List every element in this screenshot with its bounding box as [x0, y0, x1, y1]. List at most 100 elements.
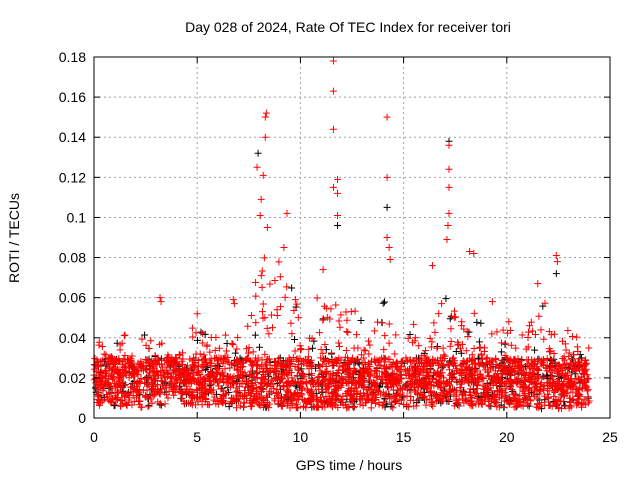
data-point-red: [435, 310, 443, 318]
data-point-red: [429, 359, 437, 367]
data-point-red: [381, 391, 389, 399]
data-point-red: [120, 355, 128, 363]
data-point-red: [328, 349, 336, 357]
data-point-red: [150, 364, 158, 372]
y-tick-label: 0.04: [59, 330, 86, 346]
data-point-red: [316, 393, 324, 401]
data-point-red: [195, 368, 203, 376]
data-point-black: [380, 298, 388, 306]
data-point-red: [477, 391, 485, 399]
data-point-red: [143, 386, 151, 394]
data-point-red: [365, 350, 373, 358]
data-point-red: [560, 388, 568, 396]
data-point-red: [94, 395, 102, 403]
data-point-red: [413, 367, 421, 375]
data-point-red: [411, 386, 419, 394]
data-point-red: [391, 350, 399, 358]
data-point-red: [345, 376, 353, 384]
data-point-red: [412, 356, 420, 364]
data-point-red: [362, 367, 370, 375]
data-point-red: [470, 250, 478, 258]
data-point-red: [168, 358, 176, 366]
data-point-red: [494, 370, 502, 378]
data-point-red: [453, 388, 461, 396]
data-point-red: [558, 337, 566, 345]
data-point-red: [173, 359, 181, 367]
data-point-red: [477, 350, 485, 358]
y-tick-label: 0.02: [59, 370, 86, 386]
data-point-red: [253, 375, 261, 383]
data-point-red: [125, 374, 133, 382]
data-point-red: [518, 357, 526, 365]
data-point-red: [205, 378, 213, 386]
data-point-red: [535, 367, 543, 375]
data-points: [90, 57, 593, 413]
data-point-red: [553, 258, 561, 266]
data-point-red: [358, 351, 366, 359]
data-point-red: [298, 369, 306, 377]
data-point-red: [568, 333, 576, 341]
data-point-red: [259, 314, 267, 322]
data-point-red: [267, 367, 275, 375]
data-point-red: [221, 365, 229, 373]
data-point-red: [372, 400, 380, 408]
data-point-red: [298, 395, 306, 403]
data-point-red: [105, 396, 113, 404]
data-point-red: [244, 322, 252, 330]
data-point-red: [505, 376, 513, 384]
data-point-red: [386, 256, 394, 264]
data-point-red: [374, 387, 382, 395]
data-point-red: [553, 400, 561, 408]
x-tick-label: 10: [293, 429, 309, 445]
data-point-red: [249, 360, 257, 368]
data-point-red: [192, 378, 200, 386]
data-point-red: [421, 358, 429, 366]
data-point-red: [288, 374, 296, 382]
data-point-red: [474, 378, 482, 386]
data-point-red: [179, 349, 187, 357]
data-point-red: [106, 397, 114, 405]
data-point-red: [130, 363, 138, 371]
data-point-red: [101, 372, 109, 380]
data-point-red: [262, 359, 270, 367]
data-point-red: [328, 403, 336, 411]
data-point-red: [540, 392, 548, 400]
data-point-red: [216, 370, 224, 378]
data-point-red: [548, 402, 556, 410]
data-point-red: [386, 394, 394, 402]
data-point-red: [537, 385, 545, 393]
data-point-black: [465, 328, 473, 336]
data-point-red: [376, 356, 384, 364]
data-point-red: [338, 373, 346, 381]
data-point-red: [451, 357, 459, 365]
data-point-red: [104, 380, 112, 388]
data-point-red: [453, 367, 461, 375]
data-point-red: [226, 373, 234, 381]
data-point-red: [298, 386, 306, 394]
data-point-red: [494, 388, 502, 396]
data-point-red: [582, 379, 590, 387]
data-point-red: [96, 382, 104, 390]
data-point-red: [294, 404, 302, 412]
data-point-red: [119, 372, 127, 380]
data-point-red: [125, 364, 133, 372]
data-point-red: [349, 379, 357, 387]
data-point-red: [384, 384, 392, 392]
data-point-red: [477, 400, 485, 408]
data-point-red: [278, 362, 286, 370]
axis-ticks: 0 5 10 15 20 25 0 0.02 0.04 0.06 0.08 0.1 0.12 0.14 0.…: [59, 49, 618, 445]
data-point-red: [534, 280, 542, 288]
x-axis-label: GPS time / hours: [296, 457, 403, 473]
data-point-red: [107, 353, 115, 361]
data-point-red: [440, 395, 448, 403]
data-point-red: [280, 244, 288, 252]
data-point-red: [404, 379, 412, 387]
data-point-red: [98, 342, 106, 350]
data-point-red: [520, 370, 528, 378]
data-point-red: [445, 141, 453, 149]
data-point-red: [219, 358, 227, 366]
data-point-red: [490, 393, 498, 401]
data-point-red: [268, 376, 276, 384]
data-point-red: [512, 344, 520, 352]
data-point-red: [530, 364, 538, 372]
